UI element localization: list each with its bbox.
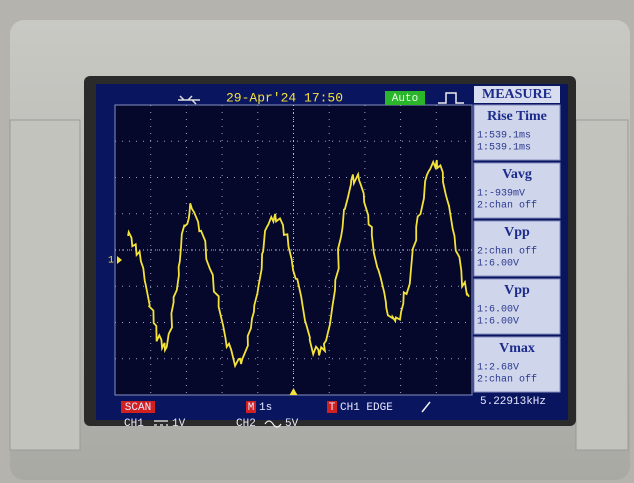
measure-value: 2:chan off	[477, 246, 537, 258]
menu-title: MEASURE	[482, 87, 552, 102]
mode: SCAN	[125, 402, 151, 414]
measure-value: 1:2.68V	[477, 363, 519, 374]
measure-title: Vpp	[504, 225, 530, 240]
frequency: 5.22913kHz	[480, 396, 546, 408]
measure-value: 1:6.00V	[477, 259, 519, 270]
bezel-side	[10, 120, 80, 450]
timebase-marker: M	[248, 402, 255, 414]
ch1-scale: 1V	[172, 418, 186, 430]
measure-value: 1:6.00V	[477, 305, 519, 316]
ch2-scale: 5V	[285, 418, 299, 430]
trigger-marker: T	[329, 402, 336, 414]
ch1-label: CH1	[124, 418, 144, 430]
measure-title: Vavg	[502, 167, 532, 182]
measure-value: 1:-939mV	[477, 189, 525, 200]
date-time: 29-Apr'24 17:50	[226, 90, 343, 105]
measure-value: 2:chan off	[477, 374, 537, 386]
bezel-side	[576, 120, 628, 450]
ch2-label: CH2	[236, 418, 256, 430]
measure-title: Rise Time	[487, 109, 547, 124]
measure-value: 1:539.1ms	[477, 131, 531, 142]
measure-value: 2:chan off	[477, 200, 537, 212]
trigger: CH1 EDGE	[340, 402, 393, 414]
measure-title: Vpp	[504, 283, 530, 298]
trigger-mode: Auto	[392, 93, 418, 105]
measure-panel: Rise Time1:539.1ms1:539.1msVavg1:-939mV2…	[474, 105, 560, 392]
measure-title: Vmax	[499, 341, 535, 356]
measure-value: 1:6.00V	[477, 317, 519, 328]
measure-value: 1:539.1ms	[477, 143, 531, 154]
channel-marker: 1	[108, 256, 114, 267]
timebase: 1s	[259, 402, 272, 414]
oscilloscope-photo: 1 29-Apr'24 17:50 Auto MEASURE Rise Time…	[0, 0, 634, 483]
